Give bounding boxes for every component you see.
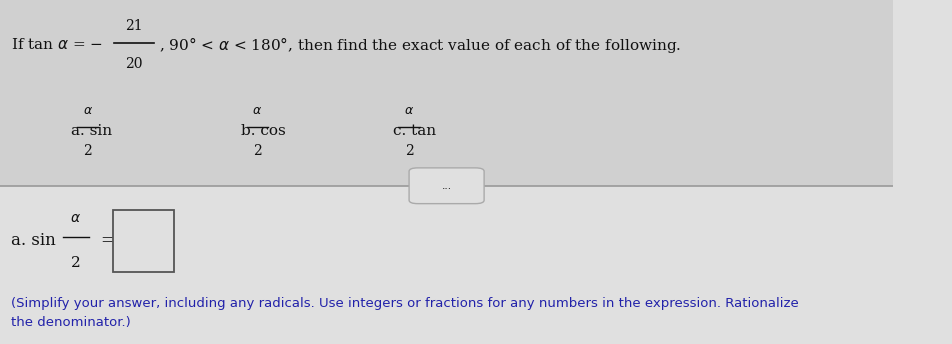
FancyBboxPatch shape [409, 168, 485, 204]
Text: ...: ... [442, 181, 451, 191]
Text: a. sin: a. sin [10, 232, 55, 249]
FancyBboxPatch shape [113, 210, 174, 272]
Text: $\alpha$: $\alpha$ [252, 104, 262, 117]
Text: $\alpha$: $\alpha$ [404, 104, 414, 117]
Text: 2: 2 [71, 256, 81, 270]
Text: 2: 2 [253, 144, 262, 158]
Text: =: = [100, 232, 114, 249]
Text: $\alpha$: $\alpha$ [83, 104, 92, 117]
Text: a. sin: a. sin [71, 124, 112, 138]
Text: 2: 2 [83, 144, 92, 158]
Text: , 90$°$ < $\alpha$ < 180$°$, then find the exact value of each of the following.: , 90$°$ < $\alpha$ < 180$°$, then find t… [159, 35, 682, 55]
Text: 20: 20 [126, 57, 143, 71]
Text: 2: 2 [405, 144, 413, 158]
Text: If tan $\alpha$ = $-$: If tan $\alpha$ = $-$ [10, 37, 103, 52]
Text: b. cos: b. cos [241, 124, 286, 138]
FancyBboxPatch shape [0, 0, 893, 186]
Text: $\alpha$: $\alpha$ [70, 212, 82, 225]
Text: (Simplify your answer, including any radicals. Use integers or fractions for any: (Simplify your answer, including any rad… [10, 297, 799, 329]
Text: c. tan: c. tan [393, 124, 436, 138]
Text: 21: 21 [125, 19, 143, 33]
